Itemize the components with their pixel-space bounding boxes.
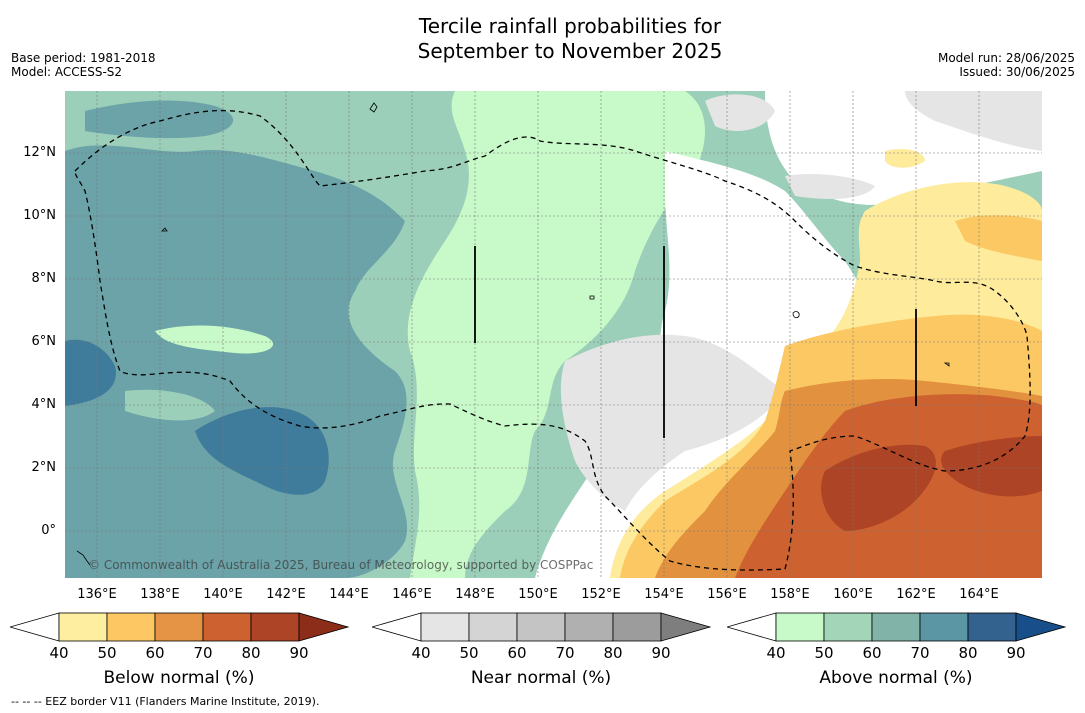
cb-below-tick-90: 90	[289, 644, 309, 662]
cb-below-tick-70: 70	[193, 644, 213, 662]
cb-above-tick-90: 90	[1006, 644, 1026, 662]
region-above-70-north	[85, 100, 234, 139]
cb-near-title: Near normal (%)	[470, 668, 612, 688]
cb-above-tick-80: 80	[958, 644, 978, 662]
lat-label-4n: 4°N	[31, 397, 57, 412]
rainfall-map	[65, 91, 1042, 578]
cb-below-arrow-min	[10, 612, 60, 642]
issued-date: Issued: 30/06/2025	[959, 65, 1075, 79]
title-line-1: Tercile rainfall probabilities for	[418, 14, 722, 38]
cb-below-seg-5	[250, 612, 300, 642]
cb-above-tick-40: 40	[766, 644, 786, 662]
lat-label-0: 0°	[41, 523, 56, 538]
cb-below-seg-4	[202, 612, 252, 642]
lon-label-146e: 146°E	[392, 587, 432, 602]
lat-label-8n: 8°N	[31, 271, 57, 286]
cb-near-tick-50: 50	[459, 644, 479, 662]
region-near-40-mid	[785, 174, 875, 199]
cb-near-tick-90: 90	[651, 644, 671, 662]
region-near-40-ne	[905, 91, 1042, 151]
eez-border	[74, 109, 1031, 571]
lon-label-156e: 156°E	[707, 587, 747, 602]
cb-above-seg-3	[871, 612, 921, 642]
cb-below-tick-60: 60	[145, 644, 165, 662]
lon-label-140e: 140°E	[203, 587, 243, 602]
cb-above-seg-4	[919, 612, 969, 642]
region-above-80-south	[195, 407, 329, 495]
cb-above-seg-2	[823, 612, 873, 642]
cb-near-tick-40: 40	[411, 644, 431, 662]
cb-near-seg-2	[468, 612, 518, 642]
lon-label-162e: 162°E	[896, 587, 936, 602]
colorbar-near-normal	[372, 612, 712, 642]
cb-above-tick-70: 70	[910, 644, 930, 662]
cb-below-tick-40: 40	[49, 644, 69, 662]
region-above-50	[407, 91, 705, 578]
meta-right: Model run: 28/06/2025 Issued: 30/06/2025	[938, 51, 1075, 79]
meta-left: Base period: 1981-2018 Model: ACCESS-S2	[11, 51, 156, 79]
lat-label-12n: 12°N	[23, 145, 56, 160]
lat-label-6n: 6°N	[31, 334, 57, 349]
colorbar-below-normal	[10, 612, 350, 642]
lat-label-10n: 10°N	[23, 208, 56, 223]
cb-above-arrow-max	[1015, 612, 1067, 642]
cb-above-tick-60: 60	[862, 644, 882, 662]
region-above-50-north	[600, 91, 694, 164]
cb-near-arrow-min	[372, 612, 422, 642]
cb-near-seg-3	[516, 612, 566, 642]
cb-below-seg-2	[106, 612, 156, 642]
cb-above-tick-50: 50	[814, 644, 834, 662]
cb-near-tick-60: 60	[507, 644, 527, 662]
base-period: Base period: 1981-2018	[11, 51, 156, 65]
cb-below-tick-50: 50	[97, 644, 117, 662]
lon-label-150e: 150°E	[518, 587, 558, 602]
lon-label-158e: 158°E	[770, 587, 810, 602]
meridian-markers	[474, 246, 917, 438]
region-below-50-north	[885, 149, 925, 168]
island-outlines	[76, 102, 950, 566]
lon-label-160e: 160°E	[833, 587, 873, 602]
region-above-80-west	[65, 339, 116, 406]
cb-below-title: Below normal (%)	[103, 668, 255, 688]
longitude-gridlines	[96, 91, 980, 578]
region-near-40	[560, 334, 785, 511]
lon-label-148e: 148°E	[455, 587, 495, 602]
cb-below-arrow-max	[298, 612, 350, 642]
lon-label-142e: 142°E	[266, 587, 306, 602]
lon-label-154e: 154°E	[644, 587, 684, 602]
lon-label-138e: 138°E	[140, 587, 180, 602]
region-below-90-b	[941, 436, 1042, 497]
region-above-50-patch	[155, 325, 274, 354]
title-line-2: September to November 2025	[417, 39, 723, 63]
region-below-60-north	[955, 215, 1042, 261]
cb-above-seg-1	[775, 612, 825, 642]
region-near-40-north	[705, 94, 775, 131]
cb-near-arrow-max	[660, 612, 712, 642]
cb-near-tick-70: 70	[555, 644, 575, 662]
copyright-notice: © Commonwealth of Australia 2025, Bureau…	[88, 558, 594, 572]
cb-near-seg-1	[420, 612, 470, 642]
cb-near-seg-4	[564, 612, 614, 642]
latitude-gridlines	[65, 152, 1042, 532]
map-title: Tercile rainfall probabilities for Septe…	[0, 14, 1085, 64]
lat-label-2n: 2°N	[31, 460, 57, 475]
cb-near-tick-80: 80	[603, 644, 623, 662]
cb-above-seg-5	[967, 612, 1017, 642]
cb-below-seg-3	[154, 612, 204, 642]
eez-footnote: -- -- -- EEZ border V11 (Flanders Marine…	[11, 695, 320, 708]
cb-near-seg-5	[612, 612, 662, 642]
lon-label-136e: 136°E	[77, 587, 117, 602]
cb-below-tick-80: 80	[241, 644, 261, 662]
cb-above-title: Above normal (%)	[819, 668, 973, 688]
lon-label-164e: 164°E	[959, 587, 999, 602]
lon-label-144e: 144°E	[329, 587, 369, 602]
colorbar-above-normal	[727, 612, 1067, 642]
model-name: Model: ACCESS-S2	[11, 65, 123, 79]
region-below-90-a	[821, 444, 936, 531]
lon-label-152e: 152°E	[581, 587, 621, 602]
model-run: Model run: 28/06/2025	[937, 51, 1075, 65]
cb-below-seg-1	[58, 612, 108, 642]
cb-above-arrow-min	[727, 612, 777, 642]
